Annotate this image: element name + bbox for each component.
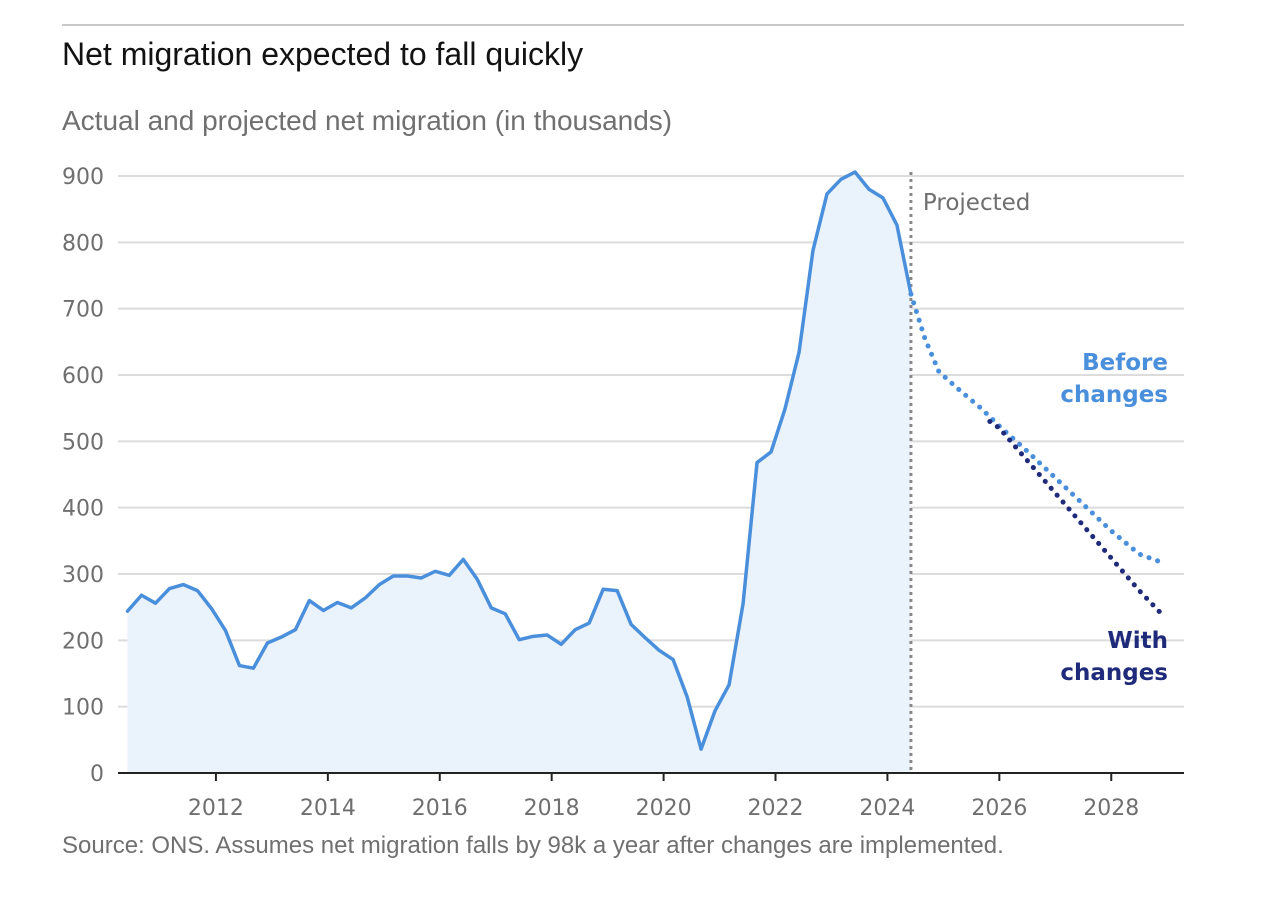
x-tick-label-2028: 2028 <box>1083 796 1139 821</box>
x-tick-label-2018: 2018 <box>524 796 580 821</box>
chart-title: Net migration expected to fall quickly <box>62 36 584 72</box>
chart-subtitle: Actual and projected net migration (in t… <box>62 105 673 136</box>
y-tick-label-900: 900 <box>62 165 104 190</box>
x-tick-label-2012: 2012 <box>188 796 244 821</box>
before-changes-label-line-1: Before <box>1082 350 1168 376</box>
x-tick-label-2026: 2026 <box>971 796 1027 821</box>
source-note: Source: ONS. Assumes net migration falls… <box>62 832 1004 859</box>
y-tick-label-600: 600 <box>62 364 104 389</box>
x-tick-label-2020: 2020 <box>636 796 692 821</box>
y-tick-label-0: 0 <box>90 762 104 787</box>
x-tick-label-2016: 2016 <box>412 796 468 821</box>
with-changes-label-line-2: changes <box>1060 660 1168 686</box>
y-tick-label-200: 200 <box>62 629 104 654</box>
before-changes-line <box>908 291 1166 566</box>
y-tick-label-800: 800 <box>62 231 104 256</box>
x-tick-label-2014: 2014 <box>300 796 356 821</box>
before-changes-label-line-2: changes <box>1060 382 1168 408</box>
top-rule <box>62 24 1184 26</box>
y-tick-label-300: 300 <box>62 563 104 588</box>
y-tick-label-400: 400 <box>62 497 104 522</box>
actual-line <box>125 170 913 751</box>
with-changes-line <box>987 418 1166 618</box>
actual-area <box>127 172 911 773</box>
y-tick-label-100: 100 <box>62 696 104 721</box>
projection-label: Projected <box>923 190 1030 216</box>
y-tick-label-500: 500 <box>62 430 104 455</box>
x-tick-label-2024: 2024 <box>859 796 915 821</box>
y-tick-label-700: 700 <box>62 298 104 323</box>
x-tick-label-2022: 2022 <box>748 796 804 821</box>
with-changes-label-line-1: With <box>1107 628 1168 654</box>
